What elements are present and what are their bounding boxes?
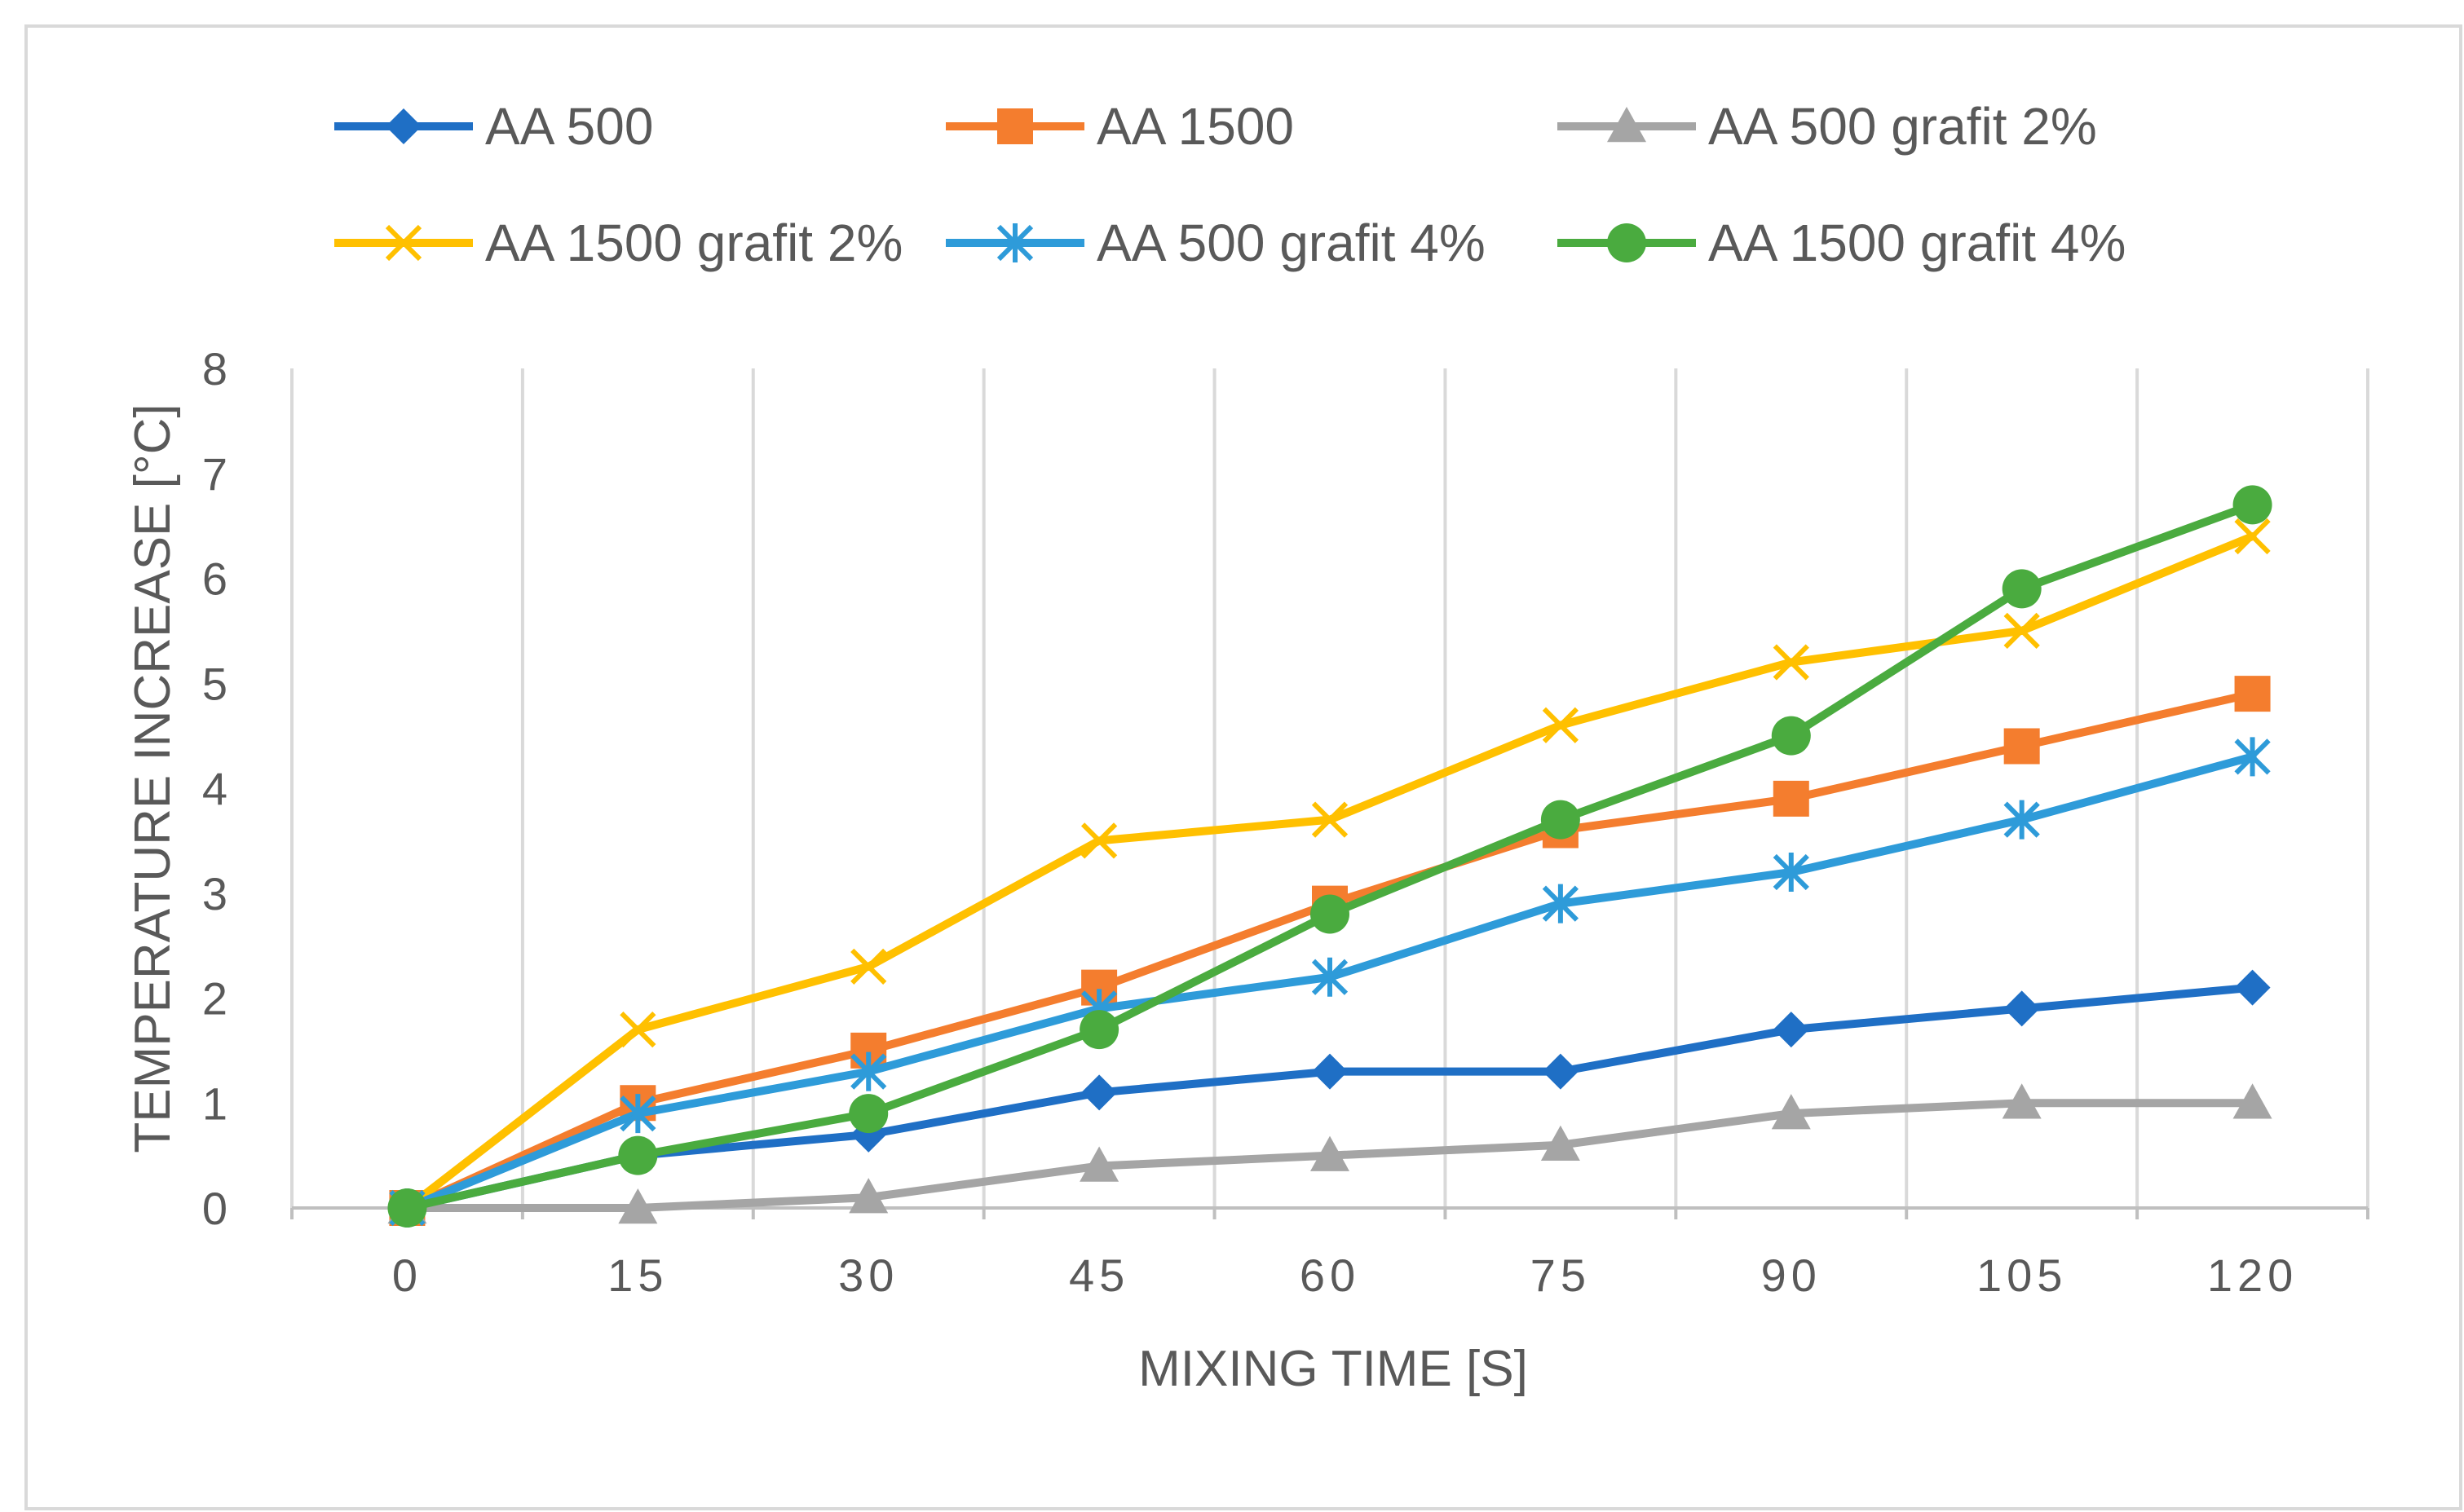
data-point [1773, 780, 1809, 817]
data-point [2234, 969, 2271, 1006]
data-point [1773, 1012, 1809, 1048]
legend-item: AA 1500 grafit 4% [1557, 214, 2126, 272]
series-lines [387, 485, 2272, 1228]
data-point [2002, 569, 2042, 609]
x-tick-label: 120 [2207, 1250, 2298, 1301]
legend-marker [385, 224, 422, 262]
data-point [1542, 884, 1579, 924]
y-tick-label: 5 [202, 658, 232, 709]
data-point [620, 1012, 656, 1048]
data-point [1312, 1053, 1348, 1090]
legend-marker [1607, 107, 1646, 143]
legend-item: AA 500 grafit 4% [946, 214, 1486, 272]
data-point [1081, 1074, 1118, 1111]
y-tick-label: 0 [202, 1183, 232, 1234]
y-tick-label: 7 [202, 448, 232, 500]
x-tick-label: 0 [392, 1250, 422, 1301]
data-point [2234, 518, 2271, 555]
data-point [1310, 1135, 1349, 1171]
legend-label: AA 500 grafit 2% [1708, 97, 2097, 156]
legend-item: AA 1500 [946, 97, 1294, 156]
data-point [2232, 1083, 2272, 1119]
data-point [2003, 612, 2040, 649]
x-tick-label: 30 [838, 1250, 899, 1301]
legend-marker [386, 108, 422, 144]
series-aa-1500-grafit-2- [389, 518, 2271, 1227]
y-tick-label: 2 [202, 973, 232, 1025]
data-point [849, 1094, 889, 1134]
data-point [1771, 1094, 1811, 1130]
legend-item: AA 500 grafit 2% [1557, 97, 2097, 156]
legend-label: AA 1500 grafit 4% [1708, 214, 2126, 272]
y-tick-label: 4 [202, 763, 232, 814]
legend-label: AA 500 grafit 4% [1097, 214, 1486, 272]
legend: AA 500 AA 1500 AA 500 grafit 2% AA 1500 gra… [334, 97, 2126, 272]
legend-marker [1607, 223, 1646, 262]
data-point [849, 1178, 889, 1214]
legend-marker [996, 223, 1034, 262]
data-point [1080, 1010, 1119, 1050]
legend-label: AA 1500 grafit 2% [485, 214, 903, 272]
x-tick-label: 45 [1069, 1250, 1129, 1301]
data-point [618, 1135, 658, 1175]
x-tick-label: 75 [1530, 1250, 1591, 1301]
y-tick-label: 1 [202, 1078, 232, 1129]
series-line [403, 690, 2257, 1212]
data-point [620, 1094, 656, 1134]
data-point [1542, 707, 1579, 743]
chart-frame [24, 24, 2462, 1510]
data-point [387, 1188, 427, 1228]
y-tick-label: 8 [202, 343, 232, 395]
legend-label: AA 1500 [1097, 97, 1294, 156]
data-point [1540, 800, 1580, 840]
data-point [1773, 644, 1809, 681]
data-point [2002, 1083, 2042, 1119]
y-axis-title: TEMPERATURE INCREASE [°C] [125, 403, 181, 1153]
data-point [850, 1051, 887, 1091]
data-point [850, 948, 887, 985]
data-point [1773, 853, 1809, 892]
series-aa-500-grafit-4- [389, 737, 2271, 1228]
legend-item: AA 1500 grafit 2% [334, 214, 903, 272]
x-tick-label: 90 [1761, 1250, 1822, 1301]
data-point [1771, 716, 1811, 756]
data-point [1080, 1146, 1119, 1182]
data-point [1540, 1125, 1580, 1161]
data-point [1542, 1053, 1579, 1090]
data-point [2234, 676, 2271, 712]
data-point [2232, 485, 2272, 525]
data-point [1311, 801, 1349, 838]
x-tick-label: 15 [607, 1250, 668, 1301]
x-axis-title: MIXING TIME [S] [1138, 1341, 1528, 1397]
y-tick-label: 3 [202, 868, 232, 919]
data-point [618, 1188, 658, 1224]
series-aa-1500-grafit-4- [387, 485, 2272, 1228]
data-point [1310, 894, 1349, 934]
data-point [2003, 990, 2040, 1027]
data-point [2234, 737, 2271, 777]
x-tick-label: 105 [1976, 1250, 2067, 1301]
legend-label: AA 500 [485, 97, 653, 156]
data-point [1311, 957, 1349, 997]
legend-item: AA 500 [334, 97, 653, 156]
x-tick-label: 60 [1300, 1250, 1360, 1301]
data-point [1080, 822, 1118, 859]
legend-marker [997, 108, 1033, 144]
data-point [2003, 800, 2040, 840]
data-point [2003, 728, 2040, 765]
y-tick-label: 6 [202, 553, 232, 605]
